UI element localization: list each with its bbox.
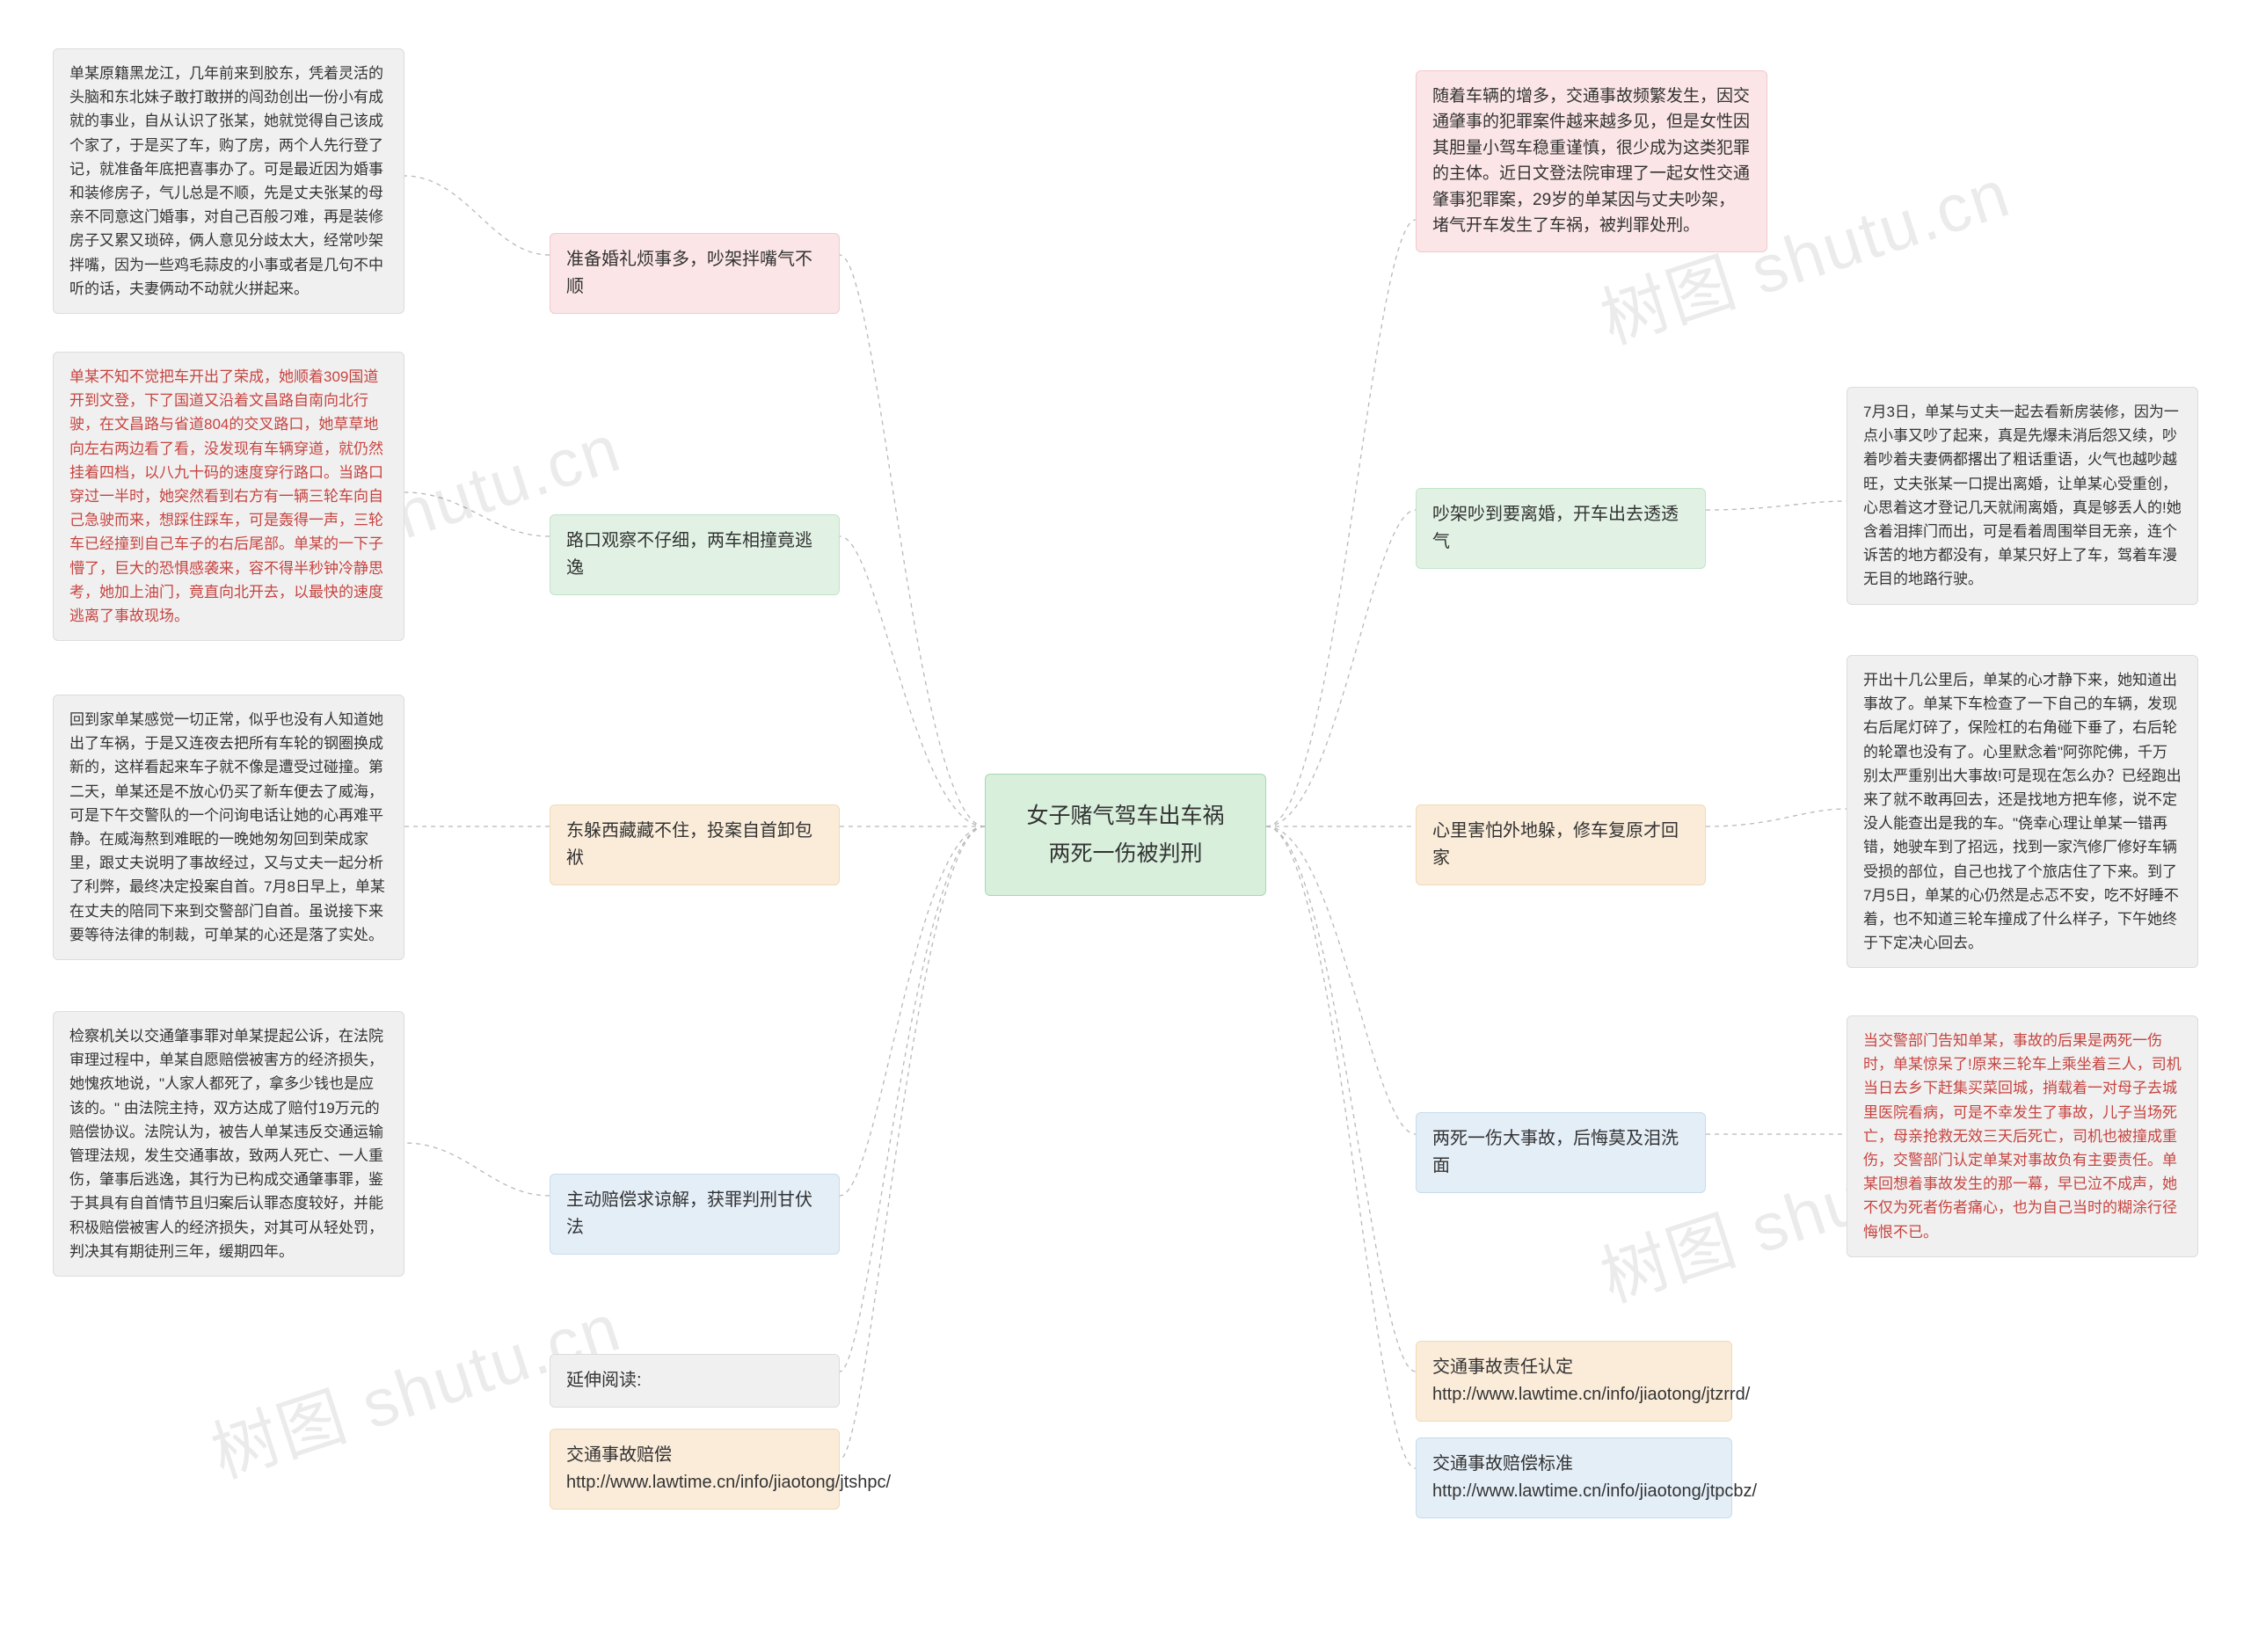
center-node[interactable]: 女子赌气驾车出车祸 两死一伤被判刑 <box>985 774 1266 896</box>
right-branch-2[interactable]: 心里害怕外地躲，修车复原才回家 <box>1416 804 1706 885</box>
right-branch-1[interactable]: 吵架吵到要离婚，开车出去透透气 <box>1416 488 1706 569</box>
left-detail-2: 单某不知不觉把车开出了荣成，她顺着309国道开到文登，下了国道又沿着文昌路自南向… <box>53 352 404 641</box>
left-detail-4: 检察机关以交通肇事罪对单某提起公诉，在法院审理过程中，单某自愿赔偿被害方的经济损… <box>53 1011 404 1277</box>
left-branch-1[interactable]: 准备婚礼烦事多，吵架拌嘴气不顺 <box>550 233 840 314</box>
right-detail-2: 开出十几公里后，单某的心才静下来，她知道出事故了。单某下车检查了一下自己的车辆，… <box>1847 655 2198 968</box>
left-link-1[interactable]: 交通事故赔偿 http://www.lawtime.cn/info/jiaoto… <box>550 1429 840 1510</box>
left-branch-2[interactable]: 路口观察不仔细，两车相撞竟逃逸 <box>550 514 840 595</box>
left-link-label: 延伸阅读: <box>550 1354 840 1408</box>
right-intro: 随着车辆的增多，交通事故频繁发生，因交通肇事的犯罪案件越来越多见，但是女性因其胆… <box>1416 70 1767 252</box>
left-branch-3[interactable]: 东躲西藏藏不住，投案自首卸包袱 <box>550 804 840 885</box>
left-detail-3: 回到家单某感觉一切正常，似乎也没有人知道她出了车祸，于是又连夜去把所有车轮的钢圈… <box>53 695 404 960</box>
left-branch-4[interactable]: 主动赔偿求谅解，获罪判刑甘伏法 <box>550 1174 840 1255</box>
right-detail-3: 当交警部门告知单某，事故的后果是两死一伤时，单某惊呆了!原来三轮车上乘坐着三人，… <box>1847 1015 2198 1257</box>
left-detail-1: 单某原籍黑龙江，几年前来到胶东，凭着灵活的头脑和东北妹子敢打敢拼的闯劲创出一份小… <box>53 48 404 314</box>
right-branch-3[interactable]: 两死一伤大事故，后悔莫及泪洗面 <box>1416 1112 1706 1193</box>
right-link-2[interactable]: 交通事故赔偿标准http://www.lawtime.cn/info/jiaot… <box>1416 1437 1732 1518</box>
right-detail-1: 7月3日，单某与丈夫一起去看新房装修，因为一点小事又吵了起来，真是先爆未消后怨又… <box>1847 387 2198 605</box>
right-link-1[interactable]: 交通事故责任认定http://www.lawtime.cn/info/jiaot… <box>1416 1341 1732 1422</box>
